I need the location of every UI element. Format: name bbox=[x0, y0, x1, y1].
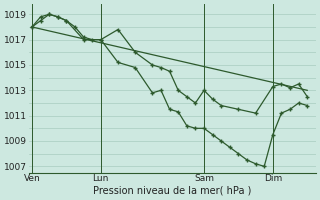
X-axis label: Pression niveau de la mer( hPa ): Pression niveau de la mer( hPa ) bbox=[93, 186, 252, 196]
